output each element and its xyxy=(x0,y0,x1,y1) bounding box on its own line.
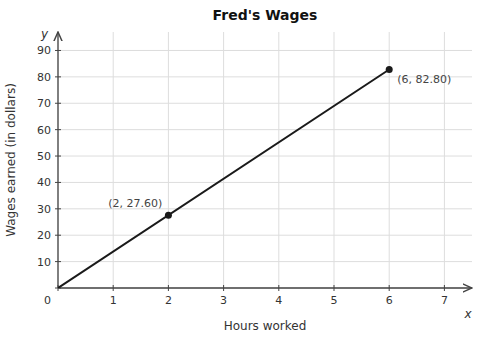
y-tick-label: 40 xyxy=(37,176,51,189)
y-axis-letter: y xyxy=(40,27,49,41)
point xyxy=(165,212,172,219)
x-tick xyxy=(444,285,445,291)
x-tick xyxy=(223,285,224,291)
ticks: 1 2 3 4 5 6 7 10 20 30 40 50 60 70 80 90 0 xyxy=(37,44,448,307)
x-axis-title: Hours worked xyxy=(224,319,307,333)
grid xyxy=(58,32,472,288)
grid-line-x xyxy=(278,32,279,288)
x-tick-label: 1 xyxy=(110,294,117,307)
annotations: (2, 27.60) (6, 82.80) xyxy=(108,73,451,210)
origin-label: 0 xyxy=(44,294,51,307)
grid-line-y xyxy=(58,129,472,130)
x-tick xyxy=(389,285,390,291)
y-tick xyxy=(55,156,61,157)
y-tick-label: 20 xyxy=(37,229,51,242)
chart-container: 1 2 3 4 5 6 7 10 20 30 40 50 60 70 80 90 0 x y (2, 27.60) (6… xyxy=(0,0,490,338)
y-tick-label: 80 xyxy=(37,71,51,84)
title: Fred's Wages xyxy=(213,7,318,23)
x-tick-label: 3 xyxy=(220,294,227,307)
y-tick-label: 50 xyxy=(37,150,51,163)
y-tick xyxy=(55,261,61,262)
grid-line-y xyxy=(58,288,472,289)
point-label: (6, 82.80) xyxy=(397,73,451,86)
y-tick-label: 90 xyxy=(37,44,51,57)
grid-line-y xyxy=(58,235,472,236)
grid-line-y xyxy=(58,261,472,262)
x-tick-label: 7 xyxy=(441,294,448,307)
y-axis-title: Wages earned (in dollars) xyxy=(4,83,18,237)
x-tick xyxy=(334,285,335,291)
y-tick xyxy=(55,182,61,183)
grid-line-x xyxy=(223,32,224,288)
grid-line-y xyxy=(58,156,472,157)
point-label: (2, 27.60) xyxy=(108,197,162,210)
grid-line-x xyxy=(113,32,114,288)
y-tick-label: 30 xyxy=(37,203,51,216)
x-tick-label: 6 xyxy=(386,294,393,307)
y-axis xyxy=(57,32,58,288)
y-tick xyxy=(55,235,61,236)
x-tick-label: 5 xyxy=(331,294,338,307)
y-tick-label: 70 xyxy=(37,97,51,110)
y-tick xyxy=(55,208,61,209)
x-tick-label: 2 xyxy=(165,294,172,307)
y-tick-label: 10 xyxy=(37,256,51,269)
x-tick xyxy=(113,285,114,291)
grid-line-y xyxy=(58,103,472,104)
y-tick-label: 60 xyxy=(37,124,51,137)
y-tick xyxy=(55,129,61,130)
x-tick xyxy=(278,285,279,291)
grid-line-x xyxy=(58,32,59,288)
chart: 1 2 3 4 5 6 7 10 20 30 40 50 60 70 80 90 0 x y (2, 27.60) (6… xyxy=(0,0,490,338)
x-tick-label: 4 xyxy=(275,294,282,307)
x-tick xyxy=(168,285,169,291)
x-axis-letter: x xyxy=(463,307,472,321)
y-tick xyxy=(55,50,61,51)
y-tick xyxy=(55,76,61,77)
grid-line-y xyxy=(58,50,472,51)
grid-line-x xyxy=(334,32,335,288)
grid-line-x xyxy=(168,32,169,288)
point xyxy=(386,66,393,73)
plot-area xyxy=(58,66,393,288)
y-tick xyxy=(55,103,61,104)
grid-line-x xyxy=(444,32,445,288)
line xyxy=(58,69,389,288)
grid-line-y xyxy=(58,182,472,183)
x-axis xyxy=(58,287,472,288)
